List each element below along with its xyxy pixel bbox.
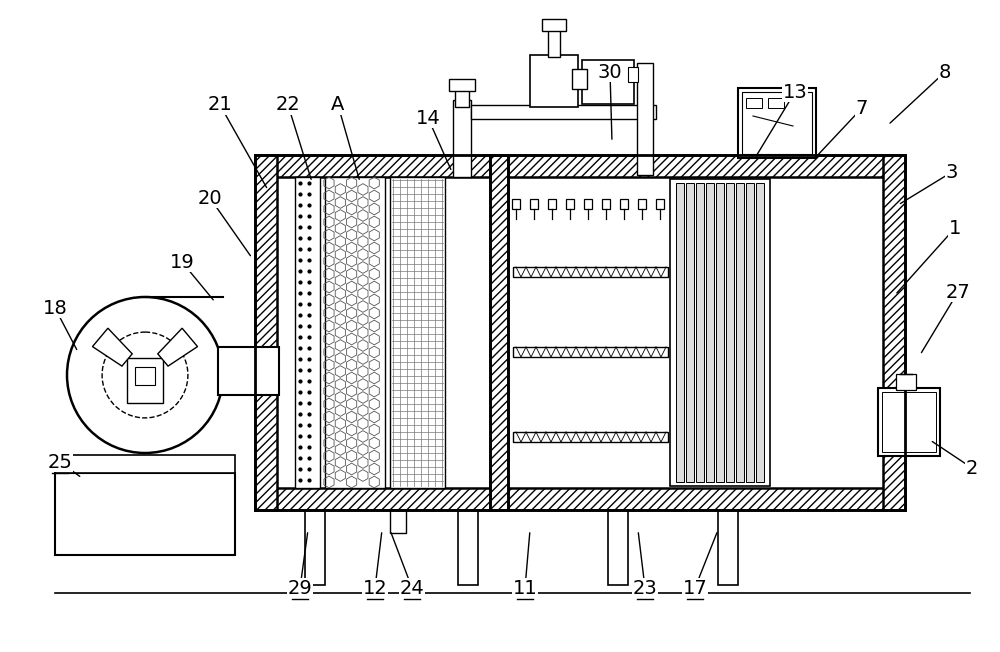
Text: 20: 20 — [198, 188, 222, 207]
Bar — [135, 367, 155, 385]
Text: 21: 21 — [208, 95, 232, 115]
Bar — [548, 199, 556, 209]
Bar — [896, 374, 916, 390]
Text: A: A — [331, 95, 345, 115]
Bar — [127, 357, 163, 402]
Bar — [572, 69, 587, 89]
Bar — [566, 199, 574, 209]
Circle shape — [67, 297, 223, 453]
Bar — [582, 60, 634, 104]
Bar — [738, 88, 816, 158]
Polygon shape — [158, 328, 198, 366]
Bar — [638, 199, 646, 209]
Bar — [449, 79, 475, 91]
Bar — [696, 183, 704, 482]
Bar — [255, 155, 905, 177]
Bar — [542, 19, 566, 31]
Bar — [768, 98, 784, 108]
Bar — [676, 183, 684, 482]
Bar — [656, 199, 664, 209]
Bar — [471, 105, 656, 119]
Bar — [670, 179, 770, 486]
Text: 24: 24 — [400, 578, 424, 597]
Polygon shape — [92, 328, 132, 366]
Bar — [453, 100, 471, 177]
Text: 25: 25 — [48, 452, 72, 471]
Text: 23: 23 — [633, 578, 657, 597]
Bar — [55, 473, 235, 555]
Bar — [602, 199, 610, 209]
Bar — [295, 177, 320, 488]
Bar — [530, 199, 538, 209]
Bar — [305, 510, 325, 585]
Bar — [883, 155, 905, 510]
Bar — [458, 510, 478, 585]
Text: 13: 13 — [783, 83, 807, 102]
Bar — [686, 183, 694, 482]
Bar — [325, 177, 385, 488]
Bar — [736, 183, 744, 482]
Bar — [513, 432, 668, 442]
Bar — [548, 27, 560, 57]
Text: 19: 19 — [170, 252, 194, 271]
Bar — [746, 183, 754, 482]
Text: 11: 11 — [513, 578, 537, 597]
Bar — [706, 183, 714, 482]
Text: 22: 22 — [276, 95, 300, 115]
Text: 2: 2 — [966, 458, 978, 477]
Bar — [513, 267, 668, 277]
Text: 8: 8 — [939, 63, 951, 82]
Bar — [55, 455, 235, 473]
Bar — [490, 155, 508, 510]
Bar — [746, 98, 762, 108]
Bar — [620, 199, 628, 209]
Text: 14: 14 — [416, 108, 440, 128]
Bar — [512, 199, 520, 209]
Bar — [726, 183, 734, 482]
Bar — [608, 510, 628, 585]
Bar — [455, 87, 469, 107]
Bar — [742, 92, 812, 154]
Bar — [255, 488, 905, 510]
Bar — [637, 63, 653, 175]
Bar — [756, 183, 764, 482]
Text: 12: 12 — [363, 578, 387, 597]
Bar — [878, 388, 940, 456]
Text: 18: 18 — [43, 299, 67, 318]
Bar — [490, 155, 508, 510]
Bar — [255, 155, 277, 510]
Bar — [255, 155, 905, 510]
Text: 27: 27 — [946, 282, 970, 301]
Bar — [390, 177, 445, 488]
Text: 29: 29 — [288, 578, 312, 597]
Text: 1: 1 — [949, 218, 961, 237]
Bar — [390, 488, 406, 533]
Bar — [277, 177, 883, 488]
Text: 30: 30 — [598, 63, 622, 82]
Bar — [716, 183, 724, 482]
Bar — [218, 347, 279, 395]
Bar — [584, 199, 592, 209]
Bar — [513, 347, 668, 357]
Bar — [718, 510, 738, 585]
Bar — [530, 55, 578, 107]
Bar — [882, 392, 936, 452]
Text: 7: 7 — [856, 98, 868, 117]
Text: 17: 17 — [683, 578, 707, 597]
Bar — [628, 67, 638, 82]
Text: 3: 3 — [946, 162, 958, 181]
